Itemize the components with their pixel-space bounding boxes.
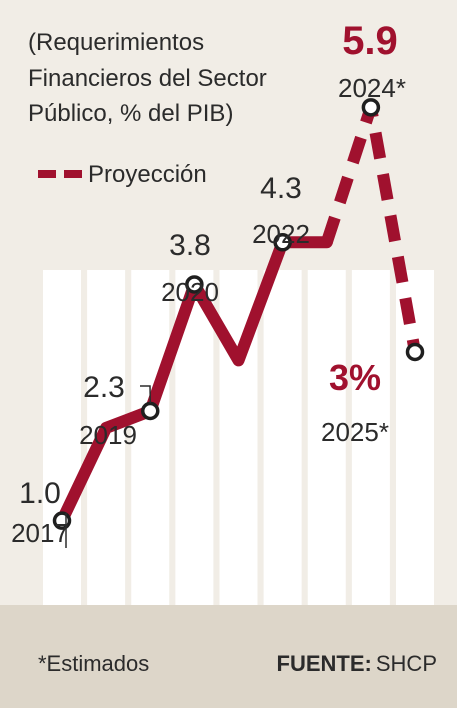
subtitle-line-2: Financieros del Sector (28, 65, 267, 92)
source-name: SHCP (376, 651, 437, 676)
point-2020 (185, 275, 204, 294)
column-2024 (351, 270, 390, 605)
value-label-2024: 5.9 (342, 19, 398, 63)
subtitle-line-3: Público, % del PIB) (28, 100, 233, 127)
source-label: FUENTE: (277, 651, 372, 676)
point-2019 (141, 401, 160, 421)
label-connectors (65, 385, 152, 548)
year-label-2019: 2019 (79, 420, 137, 450)
subtitle-line-1: (Requerimientos (28, 29, 204, 56)
column-2022 (263, 270, 302, 605)
point-2022 (273, 233, 292, 252)
legend-label: Proyección (88, 161, 207, 188)
column-2017 (43, 270, 81, 605)
value-label-2019: 2.3 (83, 371, 125, 404)
point-2024 (361, 98, 381, 117)
year-label-2025: 2025* (321, 417, 389, 447)
source-credit: FUENTE: SHCP (277, 651, 437, 676)
year-label-2022: 2022 (252, 219, 310, 249)
value-label-2020: 3.8 (169, 229, 211, 262)
year-label-2020: 2020 (161, 277, 219, 307)
footnote-estimados: *Estimados (38, 651, 149, 676)
value-label-2025: 3% (329, 357, 381, 398)
year-label-2017: 2017 (11, 518, 69, 548)
leader-2019 (140, 385, 152, 404)
column-2023 (307, 270, 346, 605)
footer-band (0, 605, 457, 708)
value-label-2017: 1.0 (19, 477, 61, 510)
point-2025 (405, 342, 425, 362)
column-2025 (396, 270, 434, 605)
value-label-2022: 4.3 (260, 172, 302, 205)
year-label-2024: 2024* (338, 73, 406, 103)
column-2019 (131, 270, 170, 605)
data-points (52, 98, 425, 530)
background-columns (43, 270, 434, 605)
subtitle: (Requerimientos Financieros del Sector P… (28, 29, 273, 127)
